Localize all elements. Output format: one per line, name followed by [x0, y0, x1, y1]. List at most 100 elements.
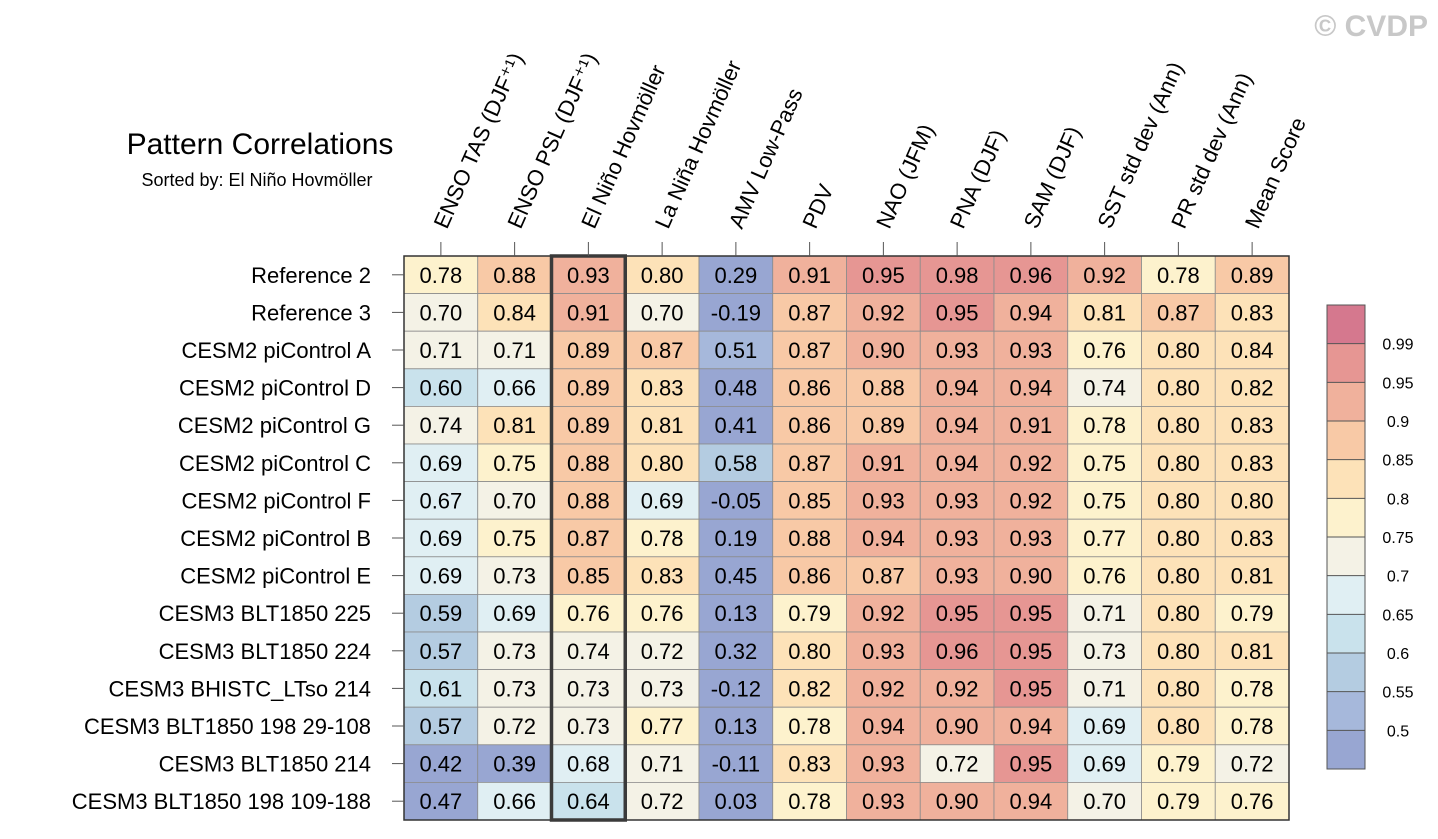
cell-value: 0.88	[493, 263, 536, 288]
cell-value: 0.93	[936, 488, 979, 513]
colorbar-label: 0.99	[1382, 337, 1413, 354]
row-label: Reference 2	[251, 263, 371, 288]
heatmap-cell	[1141, 405, 1216, 445]
heatmap-cell	[993, 782, 1069, 821]
heatmap-cell	[1067, 443, 1142, 482]
cell-value: 0.69	[419, 564, 462, 589]
heatmap-cell	[403, 443, 479, 482]
cell-value: 0.59	[419, 601, 462, 626]
cell-value: 0.78	[1157, 263, 1200, 288]
cell-value: 0.93	[862, 488, 905, 513]
cell-value: 0.94	[1009, 300, 1052, 325]
heatmap-cell	[403, 631, 479, 670]
cell-value: 0.87	[641, 338, 684, 363]
heatmap-cell	[624, 556, 700, 595]
heatmap-cell	[846, 706, 921, 746]
cell-value: 0.69	[419, 451, 462, 476]
cell-value: 0.79	[1157, 789, 1200, 814]
row-label: CESM2 piControl F	[181, 488, 371, 513]
colorbar-segment	[1327, 343, 1365, 383]
cell-value: 0.61	[419, 676, 462, 701]
heatmap-cell	[477, 594, 552, 633]
cell-value: 0.57	[419, 639, 462, 664]
heatmap-cell	[698, 782, 774, 821]
heatmap-cell	[846, 330, 921, 370]
heatmap-cell	[772, 556, 847, 595]
cell-value: 0.72	[493, 714, 536, 739]
heatmap-cell	[624, 744, 700, 783]
cell-value: 0.81	[1231, 639, 1274, 664]
cell-value: 0.71	[493, 338, 536, 363]
column-label: PNA (DJF)	[945, 126, 1011, 232]
chart-title: Pattern Correlations	[127, 128, 394, 161]
chart-subtitle: Sorted by: El Niño Hovmöller	[141, 170, 372, 190]
heatmap-cell	[403, 518, 479, 558]
heatmap-cell	[403, 405, 479, 445]
column-label: PR std dev (Ann)	[1166, 69, 1257, 232]
colorbar-label: 0.55	[1382, 685, 1413, 702]
cell-value: 0.51	[714, 338, 757, 363]
cell-value: 0.78	[641, 526, 684, 551]
heatmap-cell	[403, 744, 479, 783]
heatmap-cell	[919, 631, 995, 670]
cell-value: 0.90	[936, 714, 979, 739]
cell-value: 0.72	[1231, 752, 1274, 777]
cell-value: 0.79	[1157, 752, 1200, 777]
heatmap-cell	[403, 255, 479, 294]
heatmap-cell	[919, 744, 995, 783]
cell-value: 0.78	[788, 714, 831, 739]
cell-value: 0.93	[567, 263, 610, 288]
heatmap-cell	[846, 368, 921, 407]
heatmap-cell	[551, 368, 626, 407]
watermark: © CVDP	[1314, 10, 1428, 43]
cell-value: 0.93	[862, 639, 905, 664]
heatmap-values: 0.78 0.88 0.93 0.80 0.29 0.91 0.95 0.98 0.96 0.92…	[419, 254, 1274, 822]
cell-value: 0.90	[1009, 564, 1052, 589]
cell-value: 0.80	[1157, 413, 1200, 438]
row-label: CESM3 BLT1850 224	[159, 639, 371, 664]
heatmap-cell	[846, 669, 921, 708]
cell-value: 0.87	[788, 338, 831, 363]
heatmap-cell	[551, 706, 626, 746]
heatmap-cell	[993, 481, 1069, 520]
heatmap-cell	[919, 255, 995, 294]
heatmap-cell	[477, 405, 552, 445]
cell-value: 0.80	[1157, 601, 1200, 626]
cell-value: 0.71	[419, 338, 462, 363]
colorbar-label: 0.7	[1387, 569, 1409, 586]
heatmap-cell	[1214, 706, 1290, 746]
cell-value: 0.66	[493, 789, 536, 814]
cell-value: 0.83	[1231, 451, 1274, 476]
heatmap-cell	[919, 293, 995, 332]
row-label: CESM2 piControl E	[180, 564, 371, 589]
cell-value: 0.91	[1009, 413, 1052, 438]
colorbar-segment	[1327, 730, 1365, 769]
heatmap-cell	[551, 330, 626, 370]
heatmap-cell	[846, 594, 921, 633]
cell-value: 0.82	[788, 676, 831, 701]
heatmap-cell	[846, 405, 921, 445]
cell-value: 0.80	[1157, 488, 1200, 513]
column-label: NAO (JFM)	[871, 120, 939, 232]
colorbar-segment	[1327, 691, 1365, 731]
cell-value: 0.78	[1231, 714, 1274, 739]
heatmap-cell	[624, 443, 700, 482]
cell-value: 0.76	[1083, 564, 1126, 589]
heatmap-cell	[1067, 368, 1142, 407]
cell-value: 0.69	[1083, 752, 1126, 777]
cell-value: 0.87	[862, 564, 905, 589]
heatmap-cell	[624, 481, 700, 520]
heatmap-cell	[551, 405, 626, 445]
colorbar-label: 0.5	[1387, 723, 1409, 740]
cell-value: 0.69	[1083, 714, 1126, 739]
cell-value: 0.03	[714, 789, 757, 814]
cell-value: 0.79	[1231, 601, 1274, 626]
cell-value: 0.89	[862, 413, 905, 438]
heatmap-cell	[1141, 518, 1216, 558]
cell-value: 0.83	[641, 376, 684, 401]
cell-value: 0.94	[1009, 714, 1052, 739]
cell-value: 0.85	[788, 488, 831, 513]
cell-value: 0.70	[1083, 789, 1126, 814]
cell-value: 0.93	[936, 526, 979, 551]
row-label: CESM3 BLT1850 198 29-108	[84, 714, 371, 739]
